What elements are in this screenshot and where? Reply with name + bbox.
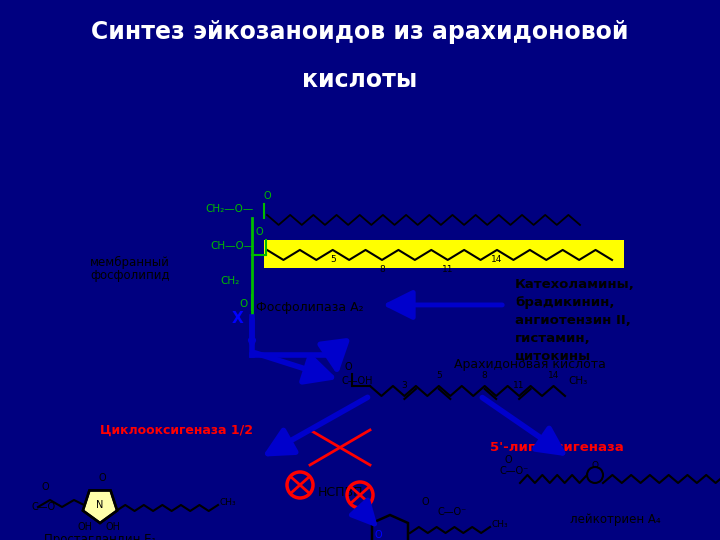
- Text: C—O⁻: C—O⁻: [32, 502, 61, 512]
- Text: Синтез эйкозаноидов из арахидоновой: Синтез эйкозаноидов из арахидоновой: [91, 20, 629, 44]
- Text: O: O: [344, 362, 352, 372]
- Text: C—OH: C—OH: [342, 376, 374, 386]
- Text: CH₂—O—: CH₂—O—: [205, 204, 253, 214]
- Text: CH₃: CH₃: [492, 520, 508, 529]
- Text: O: O: [421, 497, 429, 507]
- Text: N: N: [96, 500, 104, 510]
- Text: X: X: [232, 311, 244, 326]
- Text: O: O: [98, 473, 106, 483]
- Text: 8: 8: [482, 371, 487, 380]
- Text: 11: 11: [442, 265, 454, 274]
- Text: Простагландин Е₁: Простагландин Е₁: [44, 534, 156, 540]
- Text: Циклооксигеназа 1/2: Циклооксигеназа 1/2: [100, 423, 253, 436]
- Text: 8: 8: [379, 265, 385, 274]
- Text: лейкотриен А₄: лейкотриен А₄: [570, 514, 660, 526]
- Text: Катехоламины,
брадикинин,
ангиотензин II,
гистамин,
цитокины: Катехоламины, брадикинин, ангиотензин II…: [515, 278, 635, 363]
- Text: O: O: [592, 461, 599, 470]
- Text: CH₃: CH₃: [568, 376, 588, 386]
- Text: 14: 14: [491, 255, 503, 264]
- Text: 14: 14: [548, 371, 559, 380]
- Text: 3: 3: [402, 381, 408, 390]
- Text: CH₃: CH₃: [220, 498, 237, 507]
- Bar: [264, 240, 624, 268]
- Text: O: O: [41, 482, 49, 492]
- Text: Фосфолипаза А₂: Фосфолипаза А₂: [256, 301, 364, 314]
- Text: CH—O—: CH—O—: [210, 241, 254, 251]
- Text: фосфолипид: фосфолипид: [90, 269, 170, 282]
- Text: 5'-липоксигеназа: 5'-липоксигеназа: [490, 442, 624, 455]
- Text: O: O: [256, 227, 264, 237]
- Text: мембранный: мембранный: [90, 256, 170, 269]
- Text: OH: OH: [105, 522, 120, 532]
- Text: OH: OH: [78, 522, 93, 532]
- Text: 5: 5: [436, 371, 441, 380]
- Text: 11: 11: [513, 381, 525, 390]
- Text: O: O: [504, 455, 512, 465]
- Text: кислоты: кислоты: [302, 68, 418, 92]
- Text: Арахидоновая кислота: Арахидоновая кислота: [454, 359, 606, 372]
- Text: C—O⁻: C—O⁻: [438, 507, 467, 517]
- Text: O: O: [374, 530, 382, 540]
- Text: 5: 5: [330, 255, 336, 264]
- Text: C—O⁻: C—O⁻: [500, 466, 529, 476]
- Text: O: O: [264, 191, 271, 201]
- Text: CH₂: CH₂: [220, 276, 239, 286]
- Text: НСПВП: НСПВП: [318, 487, 364, 500]
- Polygon shape: [83, 490, 117, 523]
- Text: O: O: [239, 299, 247, 309]
